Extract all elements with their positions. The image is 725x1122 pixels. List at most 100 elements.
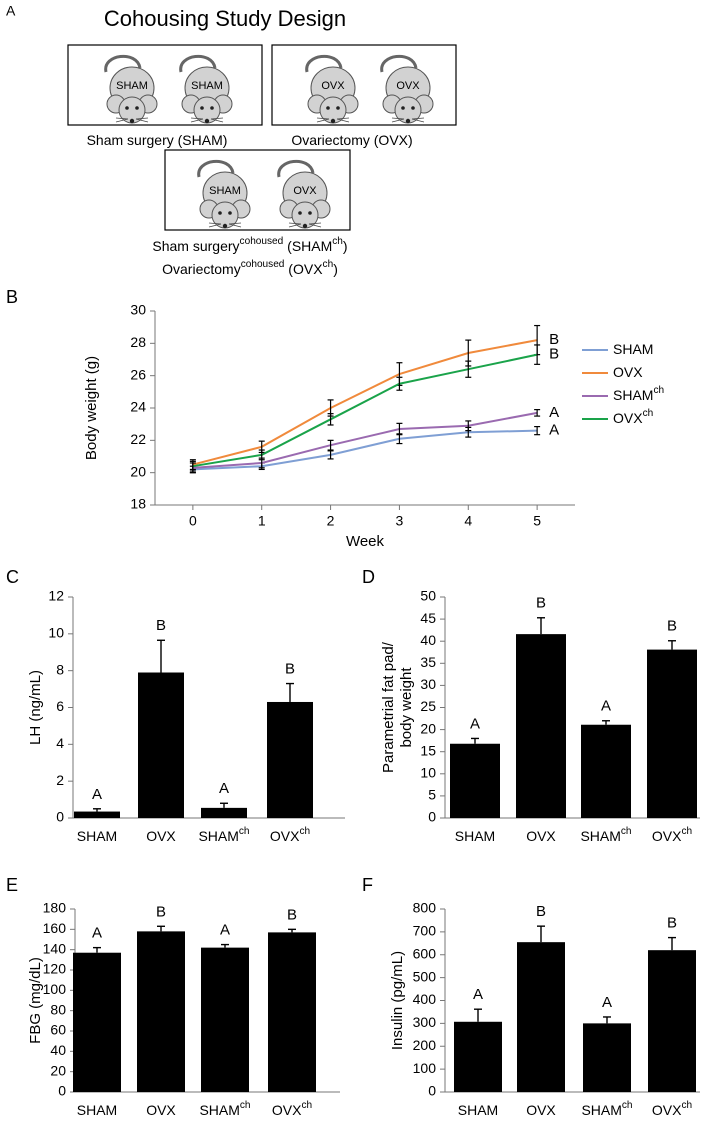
y-tick-label: 0 (56, 809, 64, 825)
mouse-nose (129, 118, 135, 124)
significance-letter: A (549, 404, 559, 421)
error-bar (474, 1008, 482, 1022)
y-tick-label: 0 (58, 1083, 66, 1099)
mouse-tail (380, 54, 418, 73)
mouse-whisker (336, 117, 350, 120)
text-part: OVX (613, 364, 643, 380)
x-tick-label: 5 (533, 513, 541, 529)
y-tick-label: 20 (420, 720, 436, 736)
bar (647, 649, 697, 818)
text-part: Ovariectomy (162, 261, 241, 277)
mouse-whisker (228, 223, 242, 228)
error-bar (93, 808, 101, 812)
y-tick-label: 25 (420, 698, 436, 714)
mouse-nose (204, 118, 210, 124)
y-tick-label: 0 (428, 1083, 436, 1099)
significance-letter: B (667, 618, 677, 635)
mouse-whisker (210, 117, 224, 120)
error-bar (288, 928, 296, 933)
y-tick-label: 15 (420, 742, 436, 758)
error-bar (93, 946, 101, 953)
caption: Ovariectomy (OVX) (291, 132, 412, 148)
mouse-nose (302, 223, 308, 229)
significance-letter: A (602, 994, 612, 1011)
caption: Sham surgerycohoused (SHAMch) (152, 236, 347, 254)
error-bar (157, 925, 165, 932)
x-tick-label: OVXch (270, 826, 310, 844)
panel-label: C (6, 567, 19, 587)
significance-letter: A (92, 786, 102, 803)
superscript: ch (621, 826, 632, 837)
y-tick-label: 45 (420, 610, 436, 626)
mouse-whisker (135, 117, 149, 120)
significance-letter: B (156, 903, 166, 920)
error-bar (258, 449, 265, 461)
bar (648, 950, 696, 1092)
bar (583, 1023, 631, 1092)
y-tick-label: 180 (43, 900, 67, 916)
mouse-label: SHAM (116, 80, 148, 92)
superscript: ch (681, 826, 692, 837)
significance-letter: B (549, 346, 559, 363)
text-part: SHAM (455, 828, 495, 844)
significance-letter: A (219, 780, 229, 797)
y-tick-label: 2 (56, 772, 64, 788)
superscript: cohoused (241, 259, 285, 270)
mouse-whisker (316, 117, 330, 120)
text-part: Ovariectomy (OVX) (291, 132, 412, 148)
error-bar (465, 420, 472, 432)
mouse-whisker (210, 118, 224, 123)
x-tick-label: 3 (396, 513, 404, 529)
text-part: ) (333, 261, 338, 277)
x-tick-label: SHAMch (581, 1100, 632, 1118)
superscript: ch (653, 385, 664, 396)
text-part: SHAM (613, 341, 653, 357)
y-tick-label: 8 (56, 661, 64, 677)
y-tick-label: 100 (43, 981, 67, 997)
y-axis-label: body weight (398, 667, 415, 748)
mouse-eye (125, 106, 129, 110)
significance-letter: B (667, 915, 677, 932)
significance-letter: B (285, 661, 295, 678)
text-part: Sham surgery (SHAM) (87, 132, 228, 148)
legend-label: OVX (613, 364, 643, 380)
mouse-nose (330, 118, 336, 124)
diagram-title: Cohousing Study Design (104, 6, 346, 31)
mouse-whisker (308, 223, 322, 228)
mouse-eye (401, 106, 405, 110)
x-tick-label: SHAM (458, 1102, 498, 1118)
y-tick-label: 28 (130, 334, 146, 350)
x-tick-label: OVX (526, 828, 556, 844)
text-part: SHAM (199, 1102, 239, 1118)
error-bar (537, 925, 545, 943)
significance-letter: B (549, 331, 559, 348)
x-tick-label: SHAMch (198, 826, 249, 844)
error-bar (534, 425, 541, 436)
mouse-whisker (411, 117, 425, 120)
y-axis-label: Body weight (g) (83, 356, 100, 460)
text-part: OVX (526, 828, 556, 844)
legend-label: SHAM (613, 341, 653, 357)
x-tick-label: 2 (327, 513, 335, 529)
group-box (67, 44, 263, 126)
text-part: OVX (613, 410, 643, 426)
error-bar (220, 802, 228, 808)
error-bar (189, 460, 196, 472)
mouse-tail (277, 159, 315, 178)
y-axis-label: Parametrial fat pad/ (380, 641, 397, 773)
error-bar (327, 439, 334, 451)
x-tick-label: 0 (189, 513, 197, 529)
text-part: ) (343, 238, 348, 254)
panel-label: F (362, 875, 373, 895)
text-part: SHAM (77, 828, 117, 844)
mouse-eye (326, 106, 330, 110)
mouse-eye (298, 211, 302, 215)
superscript: ch (301, 1100, 312, 1111)
mouse-icon (197, 159, 251, 229)
group-box (164, 149, 351, 231)
mouse-whisker (288, 223, 302, 228)
significance-letter: B (536, 903, 546, 920)
error-bar (157, 639, 165, 673)
mouse-icon (104, 54, 158, 124)
